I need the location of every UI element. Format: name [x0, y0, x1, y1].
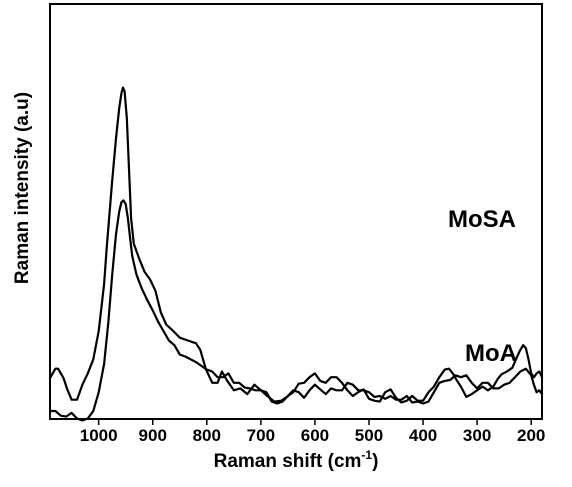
series-line-moa	[48, 199, 544, 422]
x-tick-marks	[97, 419, 532, 425]
series-label-moa: MoA	[465, 340, 517, 367]
x-tick-label: 900	[139, 426, 167, 445]
y-axis-label: Raman intensity (a.u)	[12, 92, 33, 284]
series-line-mosa	[48, 86, 544, 404]
x-tick-label: 200	[517, 426, 545, 445]
x-tick-label: 500	[355, 426, 383, 445]
plot-frame	[49, 3, 543, 420]
x-axis-label-text: Raman shift (cm	[214, 451, 362, 472]
x-tick-labels: 1000 900 800 700 600 500 400 300 200	[80, 426, 546, 445]
x-tick-label: 600	[301, 426, 329, 445]
x-tick-label: 1000	[80, 426, 118, 445]
x-tick-label: 400	[409, 426, 437, 445]
x-axis-label-superscript: -1	[361, 448, 372, 462]
spectra	[48, 86, 544, 422]
x-axis-label-suffix: )	[372, 451, 378, 472]
x-axis-label: Raman shift (cm-1)	[214, 448, 379, 472]
x-tick-label: 800	[193, 426, 221, 445]
x-tick-label: 700	[247, 426, 275, 445]
series-label-mosa: MoSA	[448, 206, 516, 233]
x-tick-label: 300	[463, 426, 491, 445]
